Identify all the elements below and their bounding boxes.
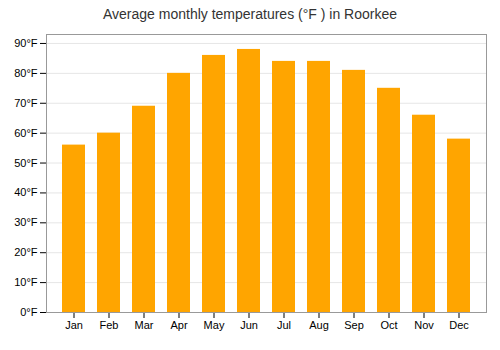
svg-text:60°F: 60°F bbox=[14, 127, 38, 139]
svg-text:50°F: 50°F bbox=[14, 157, 38, 169]
svg-text:Jan: Jan bbox=[65, 319, 83, 331]
svg-text:30°F: 30°F bbox=[14, 216, 38, 228]
svg-text:Jun: Jun bbox=[240, 319, 258, 331]
svg-text:0°F: 0°F bbox=[20, 306, 38, 318]
svg-text:80°F: 80°F bbox=[14, 67, 38, 79]
svg-text:Sep: Sep bbox=[344, 319, 364, 331]
svg-text:20°F: 20°F bbox=[14, 246, 38, 258]
svg-text:40°F: 40°F bbox=[14, 186, 38, 198]
svg-text:Apr: Apr bbox=[170, 319, 187, 331]
svg-text:Mar: Mar bbox=[135, 319, 154, 331]
svg-text:10°F: 10°F bbox=[14, 276, 38, 288]
svg-text:90°F: 90°F bbox=[14, 37, 38, 49]
svg-text:70°F: 70°F bbox=[14, 97, 38, 109]
svg-text:Oct: Oct bbox=[380, 319, 397, 331]
svg-text:Aug: Aug bbox=[309, 319, 329, 331]
svg-text:Jul: Jul bbox=[277, 319, 291, 331]
svg-text:Dec: Dec bbox=[449, 319, 469, 331]
svg-text:May: May bbox=[204, 319, 225, 331]
svg-text:Feb: Feb bbox=[100, 319, 119, 331]
svg-text:Nov: Nov bbox=[414, 319, 434, 331]
html-text:Average monthly temperatures (: Average monthly temperatures (°F ) in Ro… bbox=[103, 6, 397, 22]
